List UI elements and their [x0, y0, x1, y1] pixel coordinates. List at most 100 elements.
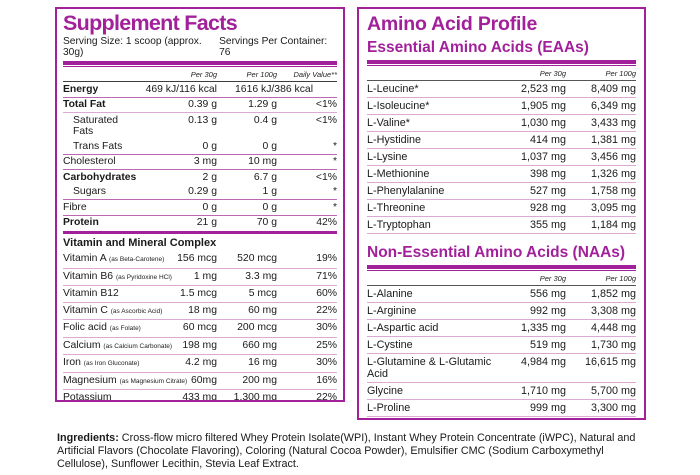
amino-acid-section: Essential Amino Acids (EAAs) Per 30g Per 1…	[367, 38, 636, 234]
nutrient-per-100g: 6.7 g	[253, 171, 277, 183]
amino-per-30g: 519 mg	[529, 339, 566, 351]
amino-per-100g: 1,184 mg	[590, 219, 636, 231]
amino-per-30g: 1,030 mg	[520, 117, 566, 129]
nutrient-row: Energy 469 kJ/116 kcal 1616 kJ/386 kcal	[63, 82, 337, 97]
protein-section-divider	[63, 231, 337, 234]
amino-acid-row: L-Aspartic acid 1,335 mg 4,448 mg	[367, 320, 636, 337]
nutrient-name: Total Fat	[63, 99, 106, 110]
column-per-30g: Per 30g	[539, 274, 566, 283]
vitamin-row: Vitamin C (as Ascorbic Acid) 18 mg 60 mg 22…	[63, 303, 337, 320]
amino-acid-row: Glycine 1,710 mg 5,700 mg	[367, 383, 636, 400]
amino-acid-section-heading: Essential Amino Acids (EAAs)	[367, 39, 589, 56]
amino-acid-row: L-Hystidine 414 mg 1,381 mg	[367, 132, 636, 149]
amino-per-100g: 3,433 mg	[590, 117, 636, 129]
amino-per-100g: 1,730 mg	[590, 339, 636, 351]
vitamin-daily-value: 16%	[316, 374, 337, 386]
column-header-row: Per 30g Per 100g Daily Value**	[63, 67, 337, 82]
amino-per-30g: 4,984 mg	[520, 356, 566, 368]
amino-acid-name: L-Serine	[367, 419, 496, 420]
amino-per-100g: 4,448 mg	[590, 322, 636, 334]
amino-acid-row: L-Serine821 mg2,737 mg	[367, 417, 636, 420]
nutrient-per-30g: 469 kJ/116 kcal	[145, 83, 217, 95]
vitamin-daily-value: 19%	[316, 253, 337, 264]
nutrient-row: Cholesterol 3 mg 10 mg *	[63, 153, 337, 170]
supplement-facts-title: Supplement Facts	[63, 11, 238, 35]
amino-column-header-row: Per 30g Per 100g	[367, 66, 636, 81]
nutrient-row: Trans Fats 0 g 0 g *	[63, 139, 337, 154]
amino-per-30g: 821 mg	[496, 419, 566, 420]
vitamin-rows: Vitamin A (as Beta-Carotene) 156 mcg 520 m…	[63, 251, 337, 400]
nutrient-row: Fibre 0 g 0 g *	[63, 199, 337, 215]
nutrient-per-100g: 70 g	[256, 217, 277, 228]
amino-acid-row: L-Lysine 1,037 mg 3,456 mg	[367, 149, 636, 166]
vitamin-name: Vitamin A (as Beta-Carotene)	[63, 253, 165, 264]
vitamin-per-30g: 18 mg	[188, 304, 217, 316]
vitamin-per-100g: 60 mg	[248, 304, 277, 316]
vitamin-source-label: (as Ascorbic Acid)	[110, 307, 163, 315]
vitamin-per-100g: 5 mcg	[248, 288, 277, 299]
amino-per-30g: 2,523 mg	[520, 83, 566, 95]
vitamin-row: Vitamin B12 1.5 mcg 5 mcg 60%	[63, 286, 337, 303]
amino-per-30g: 999 mg	[529, 402, 566, 414]
amino-per-100g: 16,615 mg	[584, 356, 636, 368]
nutrient-per-30g: 0.29 g	[188, 186, 217, 197]
nutrient-name: Cholesterol	[63, 156, 116, 167]
nutrient-per-30g: 2 g	[202, 171, 217, 183]
amino-per-30g: 1,710 mg	[520, 385, 566, 397]
servings-per-container: Servings Per Container: 76	[219, 36, 328, 58]
column-per-30g: Per 30g	[539, 69, 566, 78]
amino-per-100g: 3,095 mg	[590, 202, 636, 214]
vitamin-daily-value: 30%	[316, 322, 337, 333]
amino-acid-name: L-Methionine	[367, 168, 430, 180]
vitamin-source-label: (as Pyridoxine HCl)	[115, 273, 172, 281]
supplement-facts-panel: Supplement Facts Serving Size: 1 scoop (…	[55, 7, 345, 402]
vitamin-per-30g: 4.2 mg	[185, 357, 217, 368]
header-divider	[63, 61, 337, 67]
amino-acid-row: L-Cystine 519 mg 1,730 mg	[367, 337, 636, 354]
amino-per-30g: 527 mg	[529, 185, 566, 197]
amino-per-100g: 3,300 mg	[590, 402, 636, 414]
nutrient-per-100g: 1 g	[262, 186, 277, 197]
amino-acid-row: L-Threonine 928 mg 3,095 mg	[367, 200, 636, 217]
vitamin-name: Vitamin C (as Ascorbic Acid)	[63, 304, 163, 316]
amino-per-30g: 1,905 mg	[520, 100, 566, 112]
vitamin-source-label: (as Iron Gluconate)	[83, 360, 140, 367]
vitamin-row: Iron (as Iron Gluconate) 4.2 mg 16 mg 30%	[63, 355, 337, 373]
nutrient-per-30g: 0.13 g	[188, 114, 217, 126]
vitamin-per-100g: 660 mg	[242, 339, 277, 351]
amino-acid-name: Glycine	[367, 385, 404, 397]
vitamin-per-100g: 200 mcg	[237, 322, 277, 333]
nutrient-per-30g: 21 g	[196, 217, 217, 228]
vitamin-row: Vitamin B6 (as Pyridoxine HCl) 1 mg 3.3 mg…	[63, 269, 337, 286]
vitamin-row: Calcium (as Calcium Carbonate) 198 mg 660 …	[63, 338, 337, 355]
vitamin-daily-value: 25%	[316, 339, 337, 351]
vitamin-name: Iron (as Iron Gluconate)	[63, 357, 140, 368]
vitamin-row: Vitamin A (as Beta-Carotene) 156 mcg 520 m…	[63, 251, 337, 269]
vitamin-source-label: (as Calcium Carbonate)	[103, 342, 173, 350]
amino-acid-row: L-Phenylalanine 527 mg 1,758 mg	[367, 183, 636, 200]
vitamin-per-100g: 520 mcg	[237, 253, 277, 264]
nutrient-rows: Energy 469 kJ/116 kcal 1616 kJ/386 kcal Tot…	[63, 82, 337, 230]
section-divider	[367, 265, 636, 271]
nutrient-row: Total Fat 0.39 g 1.29 g <1%	[63, 96, 337, 113]
amino-per-30g: 992 mg	[529, 305, 566, 317]
amino-per-100g: 1,381 mg	[590, 134, 636, 146]
amino-per-30g: 556 mg	[529, 288, 566, 300]
nutrient-per-100g: 1.29 g	[248, 99, 277, 110]
vitamin-per-100g: 16 mg	[248, 357, 277, 368]
column-per-100g: Per 100g	[246, 70, 277, 79]
vitamin-per-30g: 156 mcg	[177, 253, 217, 264]
nutrient-name: Sugars	[73, 186, 106, 197]
serving-size: Serving Size: 1 scoop (approx. 30g)	[63, 36, 202, 58]
vitamin-per-100g: 3.3 mg	[245, 270, 277, 282]
amino-acid-section: Non-Essential Amino Acids (NAAs) Per 30g P…	[367, 243, 636, 420]
amino-per-100g: 3,308 mg	[590, 305, 636, 317]
nutrient-per-100g: 10 mg	[248, 156, 277, 167]
amino-per-30g: 414 mg	[529, 134, 566, 146]
nutrient-daily-value: *	[332, 156, 337, 167]
amino-per-100g: 1,758 mg	[590, 185, 636, 197]
nutrient-name: Fibre	[63, 201, 87, 213]
amino-acid-name: L-Leucine*	[367, 83, 419, 95]
amino-acid-name: L-Hystidine	[367, 134, 422, 146]
amino-acid-name: L-Alanine	[367, 288, 413, 300]
